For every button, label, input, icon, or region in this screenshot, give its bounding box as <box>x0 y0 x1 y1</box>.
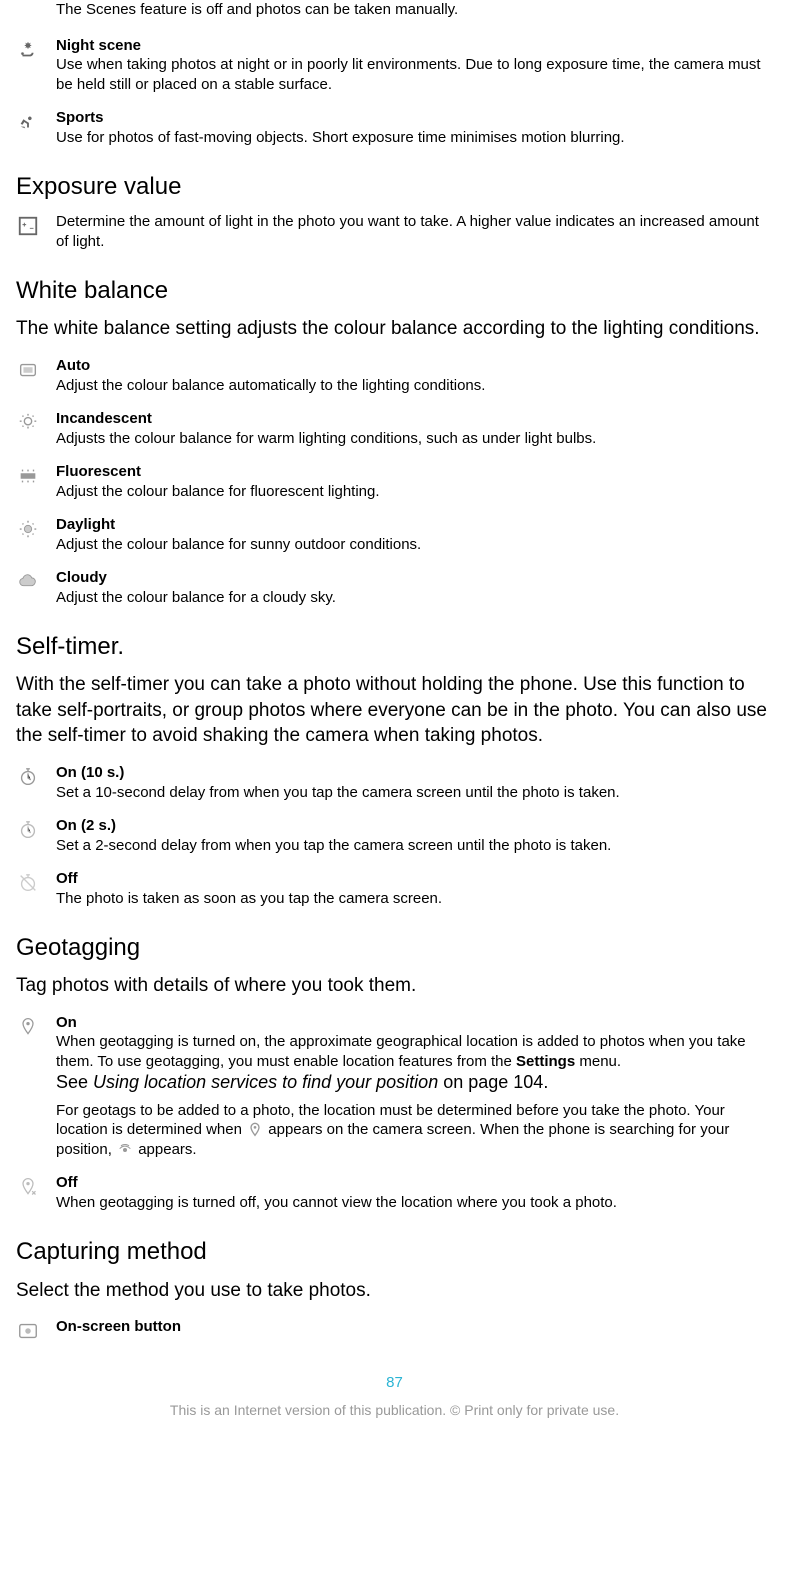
item-desc: Adjusts the colour balance for warm ligh… <box>56 429 773 449</box>
incandescent-icon <box>16 411 40 435</box>
white-balance-heading: White balance <box>16 275 773 306</box>
capturing-intro: Select the method you use to take photos… <box>16 1278 773 1304</box>
scene-item-sports: Sports Use for photos of fast-moving obj… <box>16 108 773 147</box>
self-timer-intro: With the self-timer you can take a photo… <box>16 672 773 749</box>
see-text: See <box>56 1072 93 1092</box>
timer-item-10s: On (10 s.) Set a 10-second delay from wh… <box>16 763 773 802</box>
item-desc: Adjust the colour balance automatically … <box>56 376 773 396</box>
item-desc: The photo is taken as soon as you tap th… <box>56 889 773 909</box>
item-content: On (2 s.) Set a 2-second delay from when… <box>56 816 773 855</box>
item-content: On (10 s.) Set a 10-second delay from wh… <box>56 763 773 802</box>
item-content: Off The photo is taken as soon as you ta… <box>56 869 773 908</box>
item-title: Incandescent <box>56 409 773 429</box>
wb-item-daylight: Daylight Adjust the colour balance for s… <box>16 515 773 554</box>
item-desc: Set a 2-second delay from when you tap t… <box>56 836 773 856</box>
settings-word: Settings <box>516 1053 575 1070</box>
geotag-off-icon <box>16 1175 40 1199</box>
location-pin-icon <box>246 1121 264 1139</box>
geo-desc-part1: When geotagging is turned on, the approx… <box>56 1033 746 1070</box>
cloudy-icon <box>16 570 40 594</box>
item-content: Fluorescent Adjust the colour balance fo… <box>56 462 773 501</box>
item-content: On When geotagging is turned on, the app… <box>56 1013 773 1159</box>
item-content: On-screen button <box>56 1317 773 1337</box>
satellite-icon <box>116 1141 134 1159</box>
item-title: Off <box>56 869 773 889</box>
item-content: Night scene Use when taking photos at ni… <box>56 36 773 95</box>
geotag-on-icon <box>16 1015 40 1039</box>
geotag-item-on: On When geotagging is turned on, the app… <box>16 1013 773 1159</box>
geo-desc-part1-end: menu. <box>575 1053 621 1070</box>
item-content: Daylight Adjust the colour balance for s… <box>56 515 773 554</box>
item-title: Sports <box>56 108 773 128</box>
see-link-line: See Using location services to find your… <box>56 1071 773 1094</box>
timer-2s-icon <box>16 818 40 842</box>
item-content: Incandescent Adjusts the colour balance … <box>56 409 773 448</box>
item-desc: Set a 10-second delay from when you tap … <box>56 783 773 803</box>
wb-item-incandescent: Incandescent Adjusts the colour balance … <box>16 409 773 448</box>
item-desc: Adjust the colour balance for a cloudy s… <box>56 588 773 608</box>
item-title: Night scene <box>56 36 773 56</box>
item-title: Off <box>56 1173 773 1193</box>
item-title: On-screen button <box>56 1317 773 1337</box>
item-title: Daylight <box>56 515 773 535</box>
footer-text: This is an Internet version of this publ… <box>16 1401 773 1419</box>
exposure-item: Determine the amount of light in the pho… <box>16 212 773 251</box>
item-content: Cloudy Adjust the colour balance for a c… <box>56 568 773 607</box>
scene-item-night: Night scene Use when taking photos at ni… <box>16 36 773 95</box>
timer-item-2s: On (2 s.) Set a 2-second delay from when… <box>16 816 773 855</box>
capturing-heading: Capturing method <box>16 1236 773 1267</box>
item-content: Off When geotagging is turned off, you c… <box>56 1173 773 1212</box>
geotag-item-off: Off When geotagging is turned off, you c… <box>16 1173 773 1212</box>
item-title: On (10 s.) <box>56 763 773 783</box>
self-timer-heading: Self-timer. <box>16 631 773 662</box>
item-title: Fluorescent <box>56 462 773 482</box>
wb-item-fluorescent: Fluorescent Adjust the colour balance fo… <box>16 462 773 501</box>
wb-item-cloudy: Cloudy Adjust the colour balance for a c… <box>16 568 773 607</box>
night-scene-icon <box>16 38 40 62</box>
geo-desc-2: For geotags to be added to a photo, the … <box>56 1101 773 1160</box>
capture-item-onscreen: On-screen button <box>16 1317 773 1343</box>
see-end: on page 104. <box>438 1072 548 1092</box>
page-number: 87 <box>16 1373 773 1393</box>
timer-10s-icon <box>16 765 40 789</box>
geo-desc-2c: appears. <box>138 1141 196 1158</box>
item-title: On (2 s.) <box>56 816 773 836</box>
auto-icon <box>16 358 40 382</box>
wb-item-auto: Auto Adjust the colour balance automatic… <box>16 356 773 395</box>
geotagging-intro: Tag photos with details of where you too… <box>16 973 773 999</box>
item-desc: Use for photos of fast-moving objects. S… <box>56 128 773 148</box>
item-title: On <box>56 1013 773 1033</box>
timer-item-off: Off The photo is taken as soon as you ta… <box>16 869 773 908</box>
exposure-icon <box>16 214 40 238</box>
intro-text: The Scenes feature is off and photos can… <box>56 0 773 20</box>
sports-icon <box>16 110 40 134</box>
item-desc: Use when taking photos at night or in po… <box>56 55 773 94</box>
timer-off-icon <box>16 871 40 895</box>
item-desc: When geotagging is turned on, the approx… <box>56 1032 773 1071</box>
fluorescent-icon <box>16 464 40 488</box>
onscreen-button-icon <box>16 1319 40 1343</box>
item-title: Auto <box>56 356 773 376</box>
item-content: Auto Adjust the colour balance automatic… <box>56 356 773 395</box>
item-desc: Adjust the colour balance for sunny outd… <box>56 535 773 555</box>
item-content: Sports Use for photos of fast-moving obj… <box>56 108 773 147</box>
item-desc: Determine the amount of light in the pho… <box>56 212 773 251</box>
link-text: Using location services to find your pos… <box>93 1072 438 1092</box>
white-balance-intro: The white balance setting adjusts the co… <box>16 316 773 342</box>
item-content: Determine the amount of light in the pho… <box>56 212 773 251</box>
daylight-icon <box>16 517 40 541</box>
geotagging-heading: Geotagging <box>16 932 773 963</box>
item-desc: When geotagging is turned off, you canno… <box>56 1193 773 1213</box>
exposure-heading: Exposure value <box>16 171 773 202</box>
item-title: Cloudy <box>56 568 773 588</box>
item-desc: Adjust the colour balance for fluorescen… <box>56 482 773 502</box>
